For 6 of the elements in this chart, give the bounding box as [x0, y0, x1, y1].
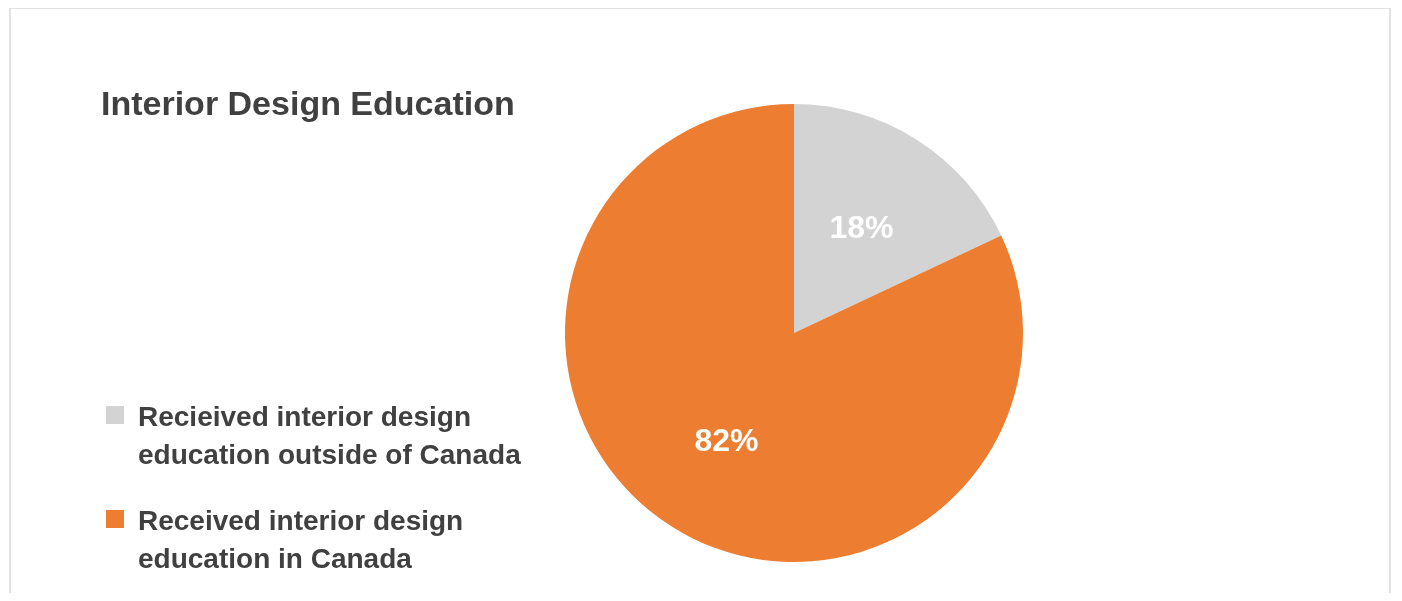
- pie-slice: [565, 104, 1023, 562]
- legend-label: Recieived interior design education outside of Canada: [138, 400, 522, 470]
- pie-slice: [794, 104, 1002, 333]
- data-label: 82%: [694, 421, 759, 458]
- chart-title: Interior Design Education: [101, 84, 515, 122]
- legend-label: Received interior design education in Canada: [138, 504, 464, 574]
